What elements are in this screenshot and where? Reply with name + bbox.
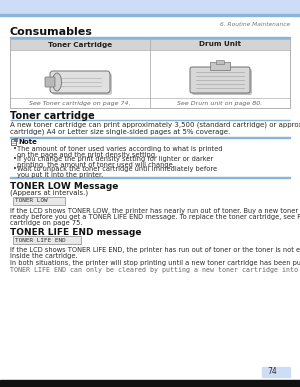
Text: (Appears at intervals.): (Appears at intervals.) <box>10 190 88 197</box>
Text: cartridge) A4 or Letter size single-sided pages at 5% coverage.: cartridge) A4 or Letter size single-side… <box>10 128 230 135</box>
Text: printing, the amount of toner used will change.: printing, the amount of toner used will … <box>17 161 175 168</box>
Bar <box>0 14 300 15</box>
Text: 74: 74 <box>267 368 277 377</box>
Bar <box>10 177 290 178</box>
Text: Wait to unpack the toner cartridge until immediately before: Wait to unpack the toner cartridge until… <box>17 166 217 172</box>
Text: ready before you get a TONER LIFE END message. To replace the toner cartridge, s: ready before you get a TONER LIFE END me… <box>10 214 300 220</box>
Text: See Toner cartridge on page 74.: See Toner cartridge on page 74. <box>29 101 131 106</box>
Text: A new toner cartridge can print approximately 3,500 (standard cartridge) or appr: A new toner cartridge can print approxim… <box>10 122 300 128</box>
Text: 6. Routine Maintenance: 6. Routine Maintenance <box>220 22 290 27</box>
Text: The amount of toner used varies according to what is printed: The amount of toner used varies accordin… <box>17 146 223 152</box>
Bar <box>0 380 300 387</box>
Bar <box>13 236 81 244</box>
FancyBboxPatch shape <box>45 77 55 87</box>
Bar <box>262 367 290 377</box>
Text: If the LCD shows TONER LIFE END, the printer has run out of toner or the toner i: If the LCD shows TONER LIFE END, the pri… <box>10 247 300 253</box>
Text: •: • <box>13 146 17 152</box>
Bar <box>11 139 16 145</box>
Bar <box>14 138 17 141</box>
Bar <box>10 39 150 50</box>
Text: Toner Cartridge: Toner Cartridge <box>48 41 112 48</box>
Text: Drum Unit: Drum Unit <box>199 41 241 48</box>
FancyBboxPatch shape <box>192 69 252 95</box>
Text: Consumables: Consumables <box>10 27 93 37</box>
Bar <box>216 60 224 64</box>
Text: Note: Note <box>18 139 37 145</box>
Text: TONER LIFE END: TONER LIFE END <box>15 238 66 243</box>
Bar <box>0 0 300 14</box>
Text: cartridge on page 75.: cartridge on page 75. <box>10 220 83 226</box>
Bar <box>210 62 230 70</box>
Text: TONER LOW Message: TONER LOW Message <box>10 182 118 191</box>
FancyBboxPatch shape <box>190 67 250 93</box>
Text: Toner cartridge: Toner cartridge <box>10 111 95 121</box>
FancyBboxPatch shape <box>52 73 112 95</box>
Bar <box>150 39 290 50</box>
Text: inside the cartridge.: inside the cartridge. <box>10 253 78 259</box>
FancyBboxPatch shape <box>50 71 110 93</box>
Ellipse shape <box>52 73 62 91</box>
Text: •: • <box>13 156 17 162</box>
Text: TONER LIFE END message: TONER LIFE END message <box>10 228 142 237</box>
Text: TONER LOW: TONER LOW <box>15 199 48 204</box>
Text: If you change the print density setting for lighter or darker: If you change the print density setting … <box>17 156 213 162</box>
Bar <box>10 137 290 138</box>
Text: you put it into the printer.: you put it into the printer. <box>17 171 103 178</box>
Text: on the page and the print density setting.: on the page and the print density settin… <box>17 151 157 158</box>
Text: TONER LIFE END can only be cleared by putting a new toner cartridge into the dru: TONER LIFE END can only be cleared by pu… <box>10 267 300 273</box>
Text: In both situations, the printer will stop printing until a new toner cartridge h: In both situations, the printer will sto… <box>10 260 300 266</box>
Text: See Drum unit on page 80.: See Drum unit on page 80. <box>177 101 262 106</box>
Bar <box>13 197 65 205</box>
Text: •: • <box>13 166 17 172</box>
Text: If the LCD shows TONER LOW, the printer has nearly run out of toner. Buy a new t: If the LCD shows TONER LOW, the printer … <box>10 208 300 214</box>
Bar <box>10 39 290 108</box>
Bar <box>10 37 290 38</box>
